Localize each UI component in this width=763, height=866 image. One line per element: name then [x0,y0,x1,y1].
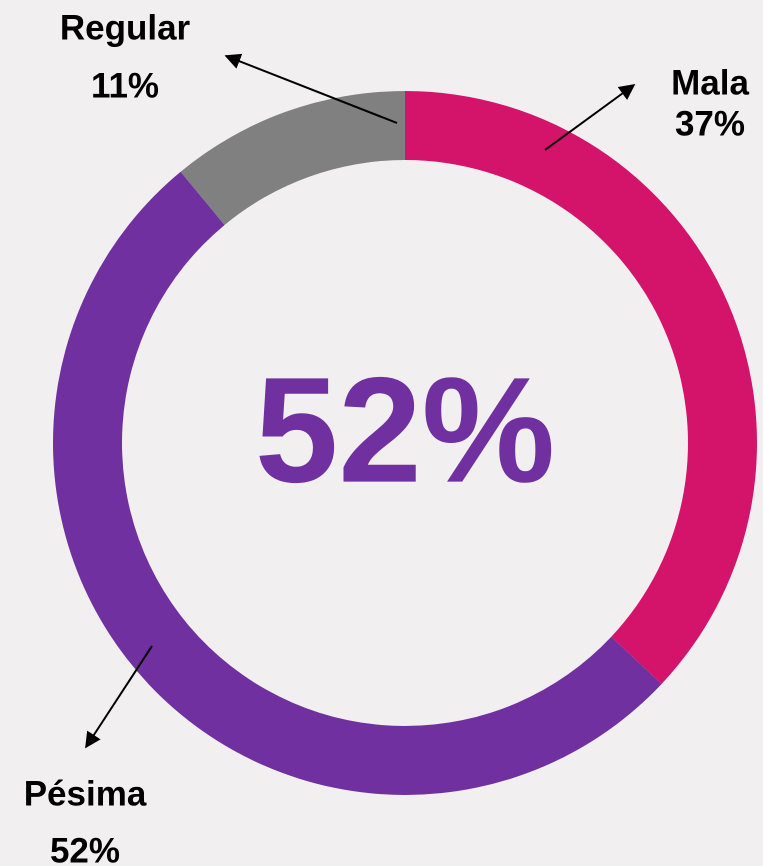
slice-value-label: 52% [50,831,120,866]
donut-slice [53,171,662,795]
slice-name: Pésima [24,774,147,813]
leader-arrow [544,84,636,151]
slice-value-label: 37% [675,104,745,143]
leader-arrow [224,53,398,124]
leader-arrow [85,645,153,749]
center-label: 52% [255,346,555,514]
slice-value-label: 11% [91,66,159,105]
slice-name: Mala [671,63,749,102]
donut-slice [180,91,405,225]
slice-name: Regular [60,8,191,47]
donut-slice [405,91,758,684]
